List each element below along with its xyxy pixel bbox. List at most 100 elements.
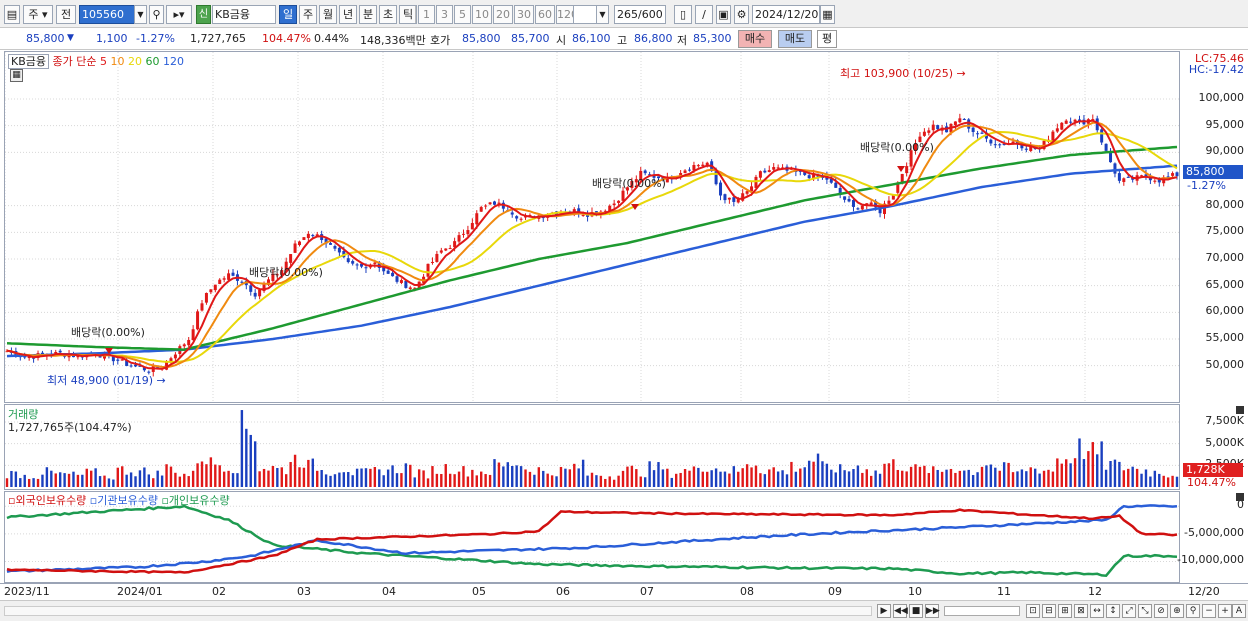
- period-button-1[interactable]: 주: [299, 5, 317, 24]
- sell-button[interactable]: 매도: [778, 30, 812, 48]
- volume-bar: [967, 469, 970, 487]
- search-icon[interactable]: ⚲: [149, 5, 164, 24]
- zoom-icon[interactable]: ⚲: [1186, 604, 1200, 618]
- eval-button[interactable]: 평: [817, 30, 837, 48]
- price-pane[interactable]: 최고 103,900 (10/25) → 최저 48,900 (01/19) → 배…: [4, 51, 1180, 403]
- holdings-close-icon[interactable]: [1236, 493, 1244, 501]
- tool-icon-7[interactable]: ⤢: [1122, 604, 1136, 618]
- period-button-2[interactable]: 월: [319, 5, 337, 24]
- volume-bar: [568, 469, 572, 487]
- volume-bar: [901, 470, 904, 487]
- interval-button-1[interactable]: 1: [418, 5, 435, 24]
- volume-bar: [355, 468, 359, 487]
- interval-dropdown-icon[interactable]: ▼: [596, 5, 609, 24]
- scroll-track[interactable]: [4, 606, 872, 616]
- period-button-6[interactable]: 틱: [399, 5, 417, 24]
- volume-bar: [333, 474, 337, 487]
- candle: [745, 190, 749, 196]
- window-menu-icon[interactable]: ▤: [4, 5, 20, 24]
- volume-bar: [790, 461, 793, 487]
- tool-icon-2[interactable]: ⊟: [1042, 604, 1056, 618]
- new-badge: 신: [196, 5, 211, 24]
- period-button-5[interactable]: 초: [379, 5, 397, 24]
- minus-icon[interactable]: −: [1202, 604, 1216, 618]
- volume-bar: [107, 478, 111, 487]
- interval-button-20[interactable]: 20: [493, 5, 513, 24]
- save-icon[interactable]: ▣: [716, 5, 731, 24]
- interval-button-120[interactable]: 120: [556, 5, 578, 24]
- low-label: 저: [677, 34, 688, 47]
- stock-code-input[interactable]: 105560: [79, 5, 135, 24]
- volume-bar: [595, 475, 598, 487]
- prev-button[interactable]: 전: [56, 5, 76, 24]
- interval-button-5[interactable]: 5: [454, 5, 471, 24]
- ma60-line: [6, 145, 1178, 351]
- period-button-0[interactable]: 일: [279, 5, 297, 24]
- buy-button[interactable]: 매수: [738, 30, 772, 48]
- chart-scrollbar[interactable]: ▶ ◀◀ ■ ▶▶ ⊡ ⊟ ⊞ ⊠ ↔ ↕ ⤢ ⤡ ⊘ ⊕ ⚲ − + A: [0, 600, 1248, 621]
- code-dropdown-icon[interactable]: ▼: [134, 5, 147, 24]
- scroll-right-icon[interactable]: ▶: [877, 604, 891, 618]
- candle: [612, 199, 616, 209]
- interval-button-30[interactable]: 30: [514, 5, 534, 24]
- interval-button-60[interactable]: 60: [535, 5, 555, 24]
- volume-bar: [914, 464, 917, 487]
- volume-bar: [493, 459, 496, 487]
- candle: [209, 289, 213, 295]
- table-icon[interactable]: ▦: [10, 69, 23, 82]
- stock-name-field[interactable]: KB금융: [212, 5, 276, 24]
- volume-bar: [963, 470, 966, 487]
- font-icon[interactable]: A: [1232, 604, 1246, 618]
- line-tool-icon[interactable]: ∕: [695, 5, 713, 24]
- volume-bar: [998, 470, 1001, 487]
- tool-icon-10[interactable]: ⊕: [1170, 604, 1184, 618]
- rewind-icon[interactable]: ◀◀: [893, 604, 908, 618]
- volume-bar: [222, 471, 226, 487]
- interval-button-3[interactable]: 3: [436, 5, 453, 24]
- tool-icon-9[interactable]: ⊘: [1154, 604, 1168, 618]
- speaker-icon[interactable]: ▸▾: [166, 5, 192, 24]
- volume-bar: [838, 464, 842, 487]
- gear-icon[interactable]: ⚙: [734, 5, 749, 24]
- period-select[interactable]: 주 ▾: [23, 5, 53, 24]
- candle: [355, 262, 359, 270]
- period-button-4[interactable]: 분: [359, 5, 377, 24]
- volume-bar: [19, 478, 22, 487]
- volume-bar: [1162, 475, 1165, 487]
- candle: [200, 300, 204, 312]
- volume-pane[interactable]: 거래량 1,727,765주(104.47%): [4, 404, 1180, 490]
- tool-icon-5[interactable]: ↔: [1090, 604, 1104, 618]
- plus-icon[interactable]: +: [1218, 604, 1232, 618]
- high-annotation: 최고 103,900 (10/25) →: [840, 67, 966, 80]
- candle: [688, 167, 691, 172]
- volume-bar: [865, 469, 868, 487]
- tool-icon-1[interactable]: ⊡: [1026, 604, 1040, 618]
- date-field[interactable]: 2024/12/20: [752, 5, 820, 24]
- volume-bar: [519, 466, 523, 487]
- stop-icon[interactable]: ■: [909, 604, 923, 618]
- candle: [976, 130, 980, 139]
- tool-icon-8[interactable]: ⤡: [1138, 604, 1152, 618]
- calendar-icon[interactable]: ▦: [820, 5, 835, 24]
- tool-icon-6[interactable]: ↕: [1106, 604, 1120, 618]
- price-tag: 85,800: [1183, 165, 1243, 179]
- candle-type-icon[interactable]: ▯: [674, 5, 692, 24]
- volume-bar: [697, 467, 700, 487]
- volume-bar: [940, 471, 944, 487]
- count-field[interactable]: 265/600: [614, 5, 666, 24]
- interval-button-10[interactable]: 10: [472, 5, 492, 24]
- period-button-3[interactable]: 년: [339, 5, 357, 24]
- tool-icon-3[interactable]: ⊞: [1058, 604, 1072, 618]
- volume-bar: [417, 469, 421, 487]
- holdings-pane[interactable]: ▫외국인보유수량 ▫기관보유수량 ▫개인보유수량: [4, 491, 1180, 583]
- candle: [577, 204, 581, 218]
- date-tick: 2024/01: [117, 585, 163, 598]
- pane-close-icon[interactable]: [1236, 406, 1244, 414]
- fast-forward-icon[interactable]: ▶▶: [925, 604, 940, 618]
- volume-bar: [245, 428, 248, 487]
- zoom-slider[interactable]: [944, 606, 1020, 616]
- volume-bar: [626, 466, 629, 487]
- tool-icon-4[interactable]: ⊠: [1074, 604, 1088, 618]
- volume-bars: [5, 410, 1179, 487]
- volume-bar: [27, 478, 31, 487]
